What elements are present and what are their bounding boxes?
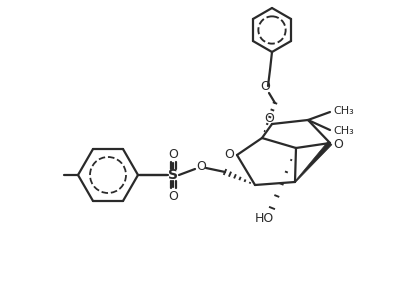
Text: S: S — [168, 168, 178, 182]
Text: O: O — [196, 160, 206, 174]
Text: HO: HO — [255, 212, 274, 225]
Text: O: O — [333, 138, 343, 150]
Text: CH₃: CH₃ — [333, 126, 354, 136]
Text: O: O — [168, 148, 178, 160]
Text: O: O — [224, 148, 234, 160]
Polygon shape — [295, 141, 332, 182]
Text: O: O — [260, 80, 270, 94]
Text: O: O — [168, 190, 178, 202]
Text: CH₃: CH₃ — [333, 106, 354, 116]
Text: O: O — [264, 112, 274, 126]
